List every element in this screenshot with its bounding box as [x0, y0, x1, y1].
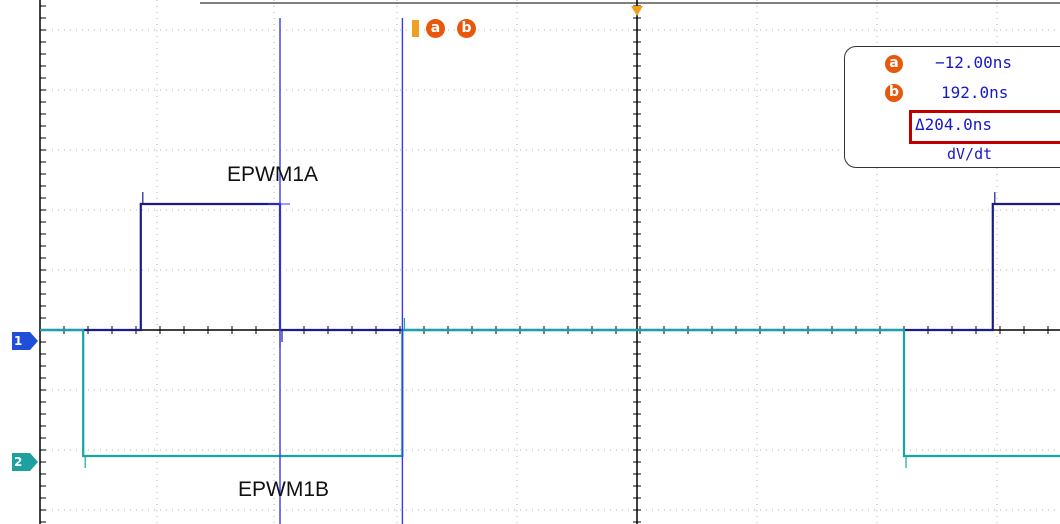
trace-epwm1b — [40, 328, 1060, 458]
delta-highlight-box — [909, 110, 1060, 144]
readout-b-value: 192.0ns — [941, 83, 1009, 102]
epwm1a-label: EPWM1A — [227, 163, 319, 186]
trigger-position-marker — [631, 6, 643, 16]
trace-epwm1a — [40, 202, 1060, 332]
cursor-lines — [279, 18, 404, 524]
readout-dvdt-value: dV/dt — [947, 145, 993, 163]
cursor-b-badge[interactable]: b — [457, 19, 476, 38]
cursor-readout-panel: a −12.00ns b 192.0ns Δ204.0ns dV/dt — [844, 46, 1060, 168]
epwm1b-label: EPWM1B — [238, 478, 330, 501]
channel-2-number: 2 — [14, 455, 23, 469]
readout-a-icon: a — [885, 55, 903, 73]
readout-b-icon: b — [885, 84, 903, 102]
channel-1-marker[interactable]: 1 — [12, 332, 38, 350]
readout-a-value: −12.00ns — [935, 53, 1013, 72]
cursor-a-badge[interactable]: a — [426, 19, 445, 38]
channel-2-marker[interactable]: 2 — [12, 453, 38, 471]
channel-1-number: 1 — [14, 334, 23, 348]
readout-delta-value: Δ204.0ns — [915, 115, 993, 134]
cursor-a-handle[interactable] — [412, 20, 419, 37]
